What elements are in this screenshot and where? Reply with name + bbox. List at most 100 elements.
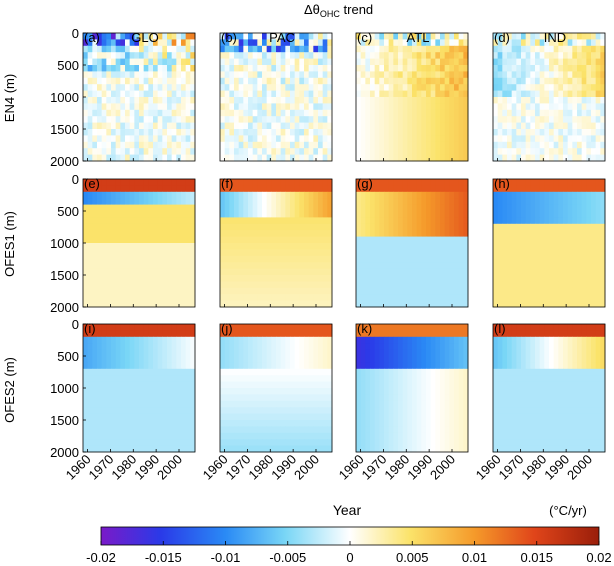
heatmap-cell	[248, 381, 254, 389]
heatmap-cell	[92, 129, 98, 136]
heatmap-cell	[181, 294, 187, 301]
heatmap-cell	[106, 439, 112, 446]
heatmap-cell	[318, 426, 324, 434]
heatmap-cell	[220, 97, 226, 104]
heatmap-cell	[558, 122, 564, 130]
heatmap-cell	[248, 217, 254, 225]
heatmap-cell	[115, 381, 121, 389]
heatmap-cell	[600, 103, 606, 111]
heatmap-cell	[139, 275, 145, 282]
heatmap-cell	[591, 236, 597, 244]
heatmap-cell	[304, 394, 310, 402]
heatmap-cell	[521, 255, 527, 263]
heatmap-cell	[444, 211, 450, 218]
heatmap-cell	[327, 204, 333, 212]
panel-letter: (h)	[494, 176, 510, 191]
heatmap-cell	[252, 300, 258, 308]
heatmap-cell	[280, 368, 286, 376]
heatmap-cell	[313, 52, 319, 59]
heatmap-cell	[120, 230, 126, 237]
heatmap-cell	[299, 97, 305, 104]
heatmap-cell	[290, 148, 296, 155]
heatmap-cell	[365, 141, 371, 149]
heatmap-cell	[595, 211, 601, 218]
heatmap-cell	[322, 185, 328, 193]
heatmap-cell	[393, 262, 399, 269]
heatmap-cell	[511, 300, 517, 308]
heatmap-cell	[248, 388, 254, 395]
heatmap-cell	[224, 230, 230, 237]
heatmap-cell	[435, 33, 441, 40]
heatmap-cell	[280, 135, 286, 143]
heatmap-cell	[148, 141, 154, 149]
heatmap-cell	[365, 230, 371, 237]
heatmap-cell	[430, 97, 436, 104]
heatmap-cell	[185, 243, 191, 250]
heatmap-cell	[148, 336, 154, 344]
heatmap-cell	[97, 287, 103, 295]
heatmap-cell	[234, 368, 240, 376]
heatmap-cell	[97, 90, 103, 98]
heatmap-cell	[567, 103, 573, 111]
heatmap-cell	[370, 154, 376, 162]
heatmap-cell	[285, 388, 291, 395]
heatmap-cell	[125, 413, 131, 421]
heatmap-cell	[440, 33, 446, 40]
heatmap-cell	[139, 84, 145, 91]
heatmap-cell	[294, 356, 300, 363]
heatmap-cell	[299, 230, 305, 237]
heatmap-cell	[421, 90, 427, 98]
heatmap-cell	[318, 217, 324, 225]
heatmap-cell	[167, 39, 173, 47]
heatmap-cell	[167, 185, 173, 193]
heatmap-cell	[157, 268, 163, 276]
heatmap-cell	[507, 58, 513, 66]
heatmap-cell	[87, 356, 93, 363]
heatmap-cell	[285, 324, 291, 331]
heatmap-cell	[581, 262, 587, 269]
heatmap-cell	[92, 249, 98, 257]
heatmap-cell	[449, 287, 455, 295]
heatmap-cell	[134, 324, 140, 331]
heatmap-cell	[308, 407, 314, 414]
heatmap-cell	[463, 141, 469, 149]
heatmap-cell	[148, 439, 154, 446]
heatmap-cell	[360, 198, 366, 205]
heatmap-cell	[185, 445, 191, 453]
heatmap-cell	[493, 58, 499, 66]
heatmap-cell	[148, 294, 154, 301]
heatmap-cell	[567, 217, 573, 225]
heatmap-cell	[600, 141, 606, 149]
heatmap-cell	[238, 262, 244, 269]
heatmap-cell	[106, 65, 112, 72]
heatmap-cell	[449, 243, 455, 250]
heatmap-cell	[294, 294, 300, 301]
heatmap-cell	[139, 381, 145, 389]
heatmap-cell	[516, 223, 522, 231]
heatmap-cell	[374, 84, 380, 91]
heatmap-cell	[185, 349, 191, 357]
heatmap-cell	[276, 191, 282, 199]
heatmap-cell	[356, 204, 362, 212]
heatmap-cell	[521, 33, 527, 40]
heatmap-cell	[365, 33, 371, 40]
heatmap-cell	[266, 97, 272, 104]
heatmap-cell	[266, 77, 272, 85]
heatmap-cell	[229, 275, 235, 282]
heatmap-cell	[224, 294, 230, 301]
heatmap-cell	[567, 71, 573, 79]
heatmap-cell	[449, 58, 455, 66]
heatmap-cell	[243, 445, 249, 453]
heatmap-cell	[581, 77, 587, 85]
heatmap-cell	[290, 141, 296, 149]
heatmap-cell	[129, 336, 135, 344]
heatmap-cell	[148, 368, 154, 376]
heatmap-cell	[148, 255, 154, 263]
heatmap-cell	[106, 388, 112, 395]
heatmap-cell	[516, 129, 522, 136]
heatmap-cell	[234, 243, 240, 250]
heatmap-cell	[586, 179, 592, 186]
heatmap-cell	[516, 262, 522, 269]
heatmap-cell	[115, 439, 121, 446]
heatmap-cell	[516, 39, 522, 47]
